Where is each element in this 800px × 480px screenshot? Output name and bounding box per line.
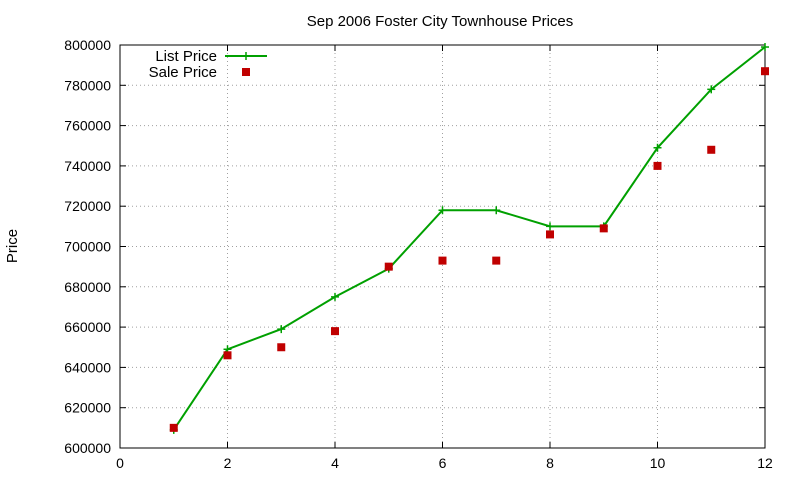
y-axis-label: Price: [4, 229, 21, 263]
list-price-point: [761, 43, 769, 52]
sale-price-point: [438, 256, 447, 265]
list-price-point: [653, 143, 662, 152]
legend-square-marker: [242, 68, 250, 76]
list-price-point: [331, 292, 339, 301]
y-tick-label: 700000: [64, 239, 111, 255]
y-tick-label: 740000: [64, 158, 111, 174]
series-sale-price: [169, 67, 769, 432]
sale-price-point: [707, 145, 716, 154]
sale-price-point: [546, 230, 554, 239]
sale-price-point: [223, 351, 232, 360]
sale-price-point: [384, 262, 393, 271]
list-price-point: [492, 206, 501, 215]
series-list-price: [169, 43, 769, 434]
grid-lines: [120, 45, 765, 448]
y-tick-label: 760000: [64, 118, 111, 134]
y-tick-label: 800000: [64, 37, 111, 53]
sale-price-point: [331, 327, 339, 336]
y-tick-label: 600000: [64, 440, 111, 456]
sale-price-point: [492, 256, 501, 265]
series-layer: [169, 43, 769, 434]
sale-price-point: [761, 67, 769, 76]
x-tick-label: 10: [650, 455, 666, 471]
x-tick-label: 6: [439, 455, 447, 471]
x-tick-label: 12: [757, 455, 773, 471]
y-tick-label: 780000: [64, 77, 111, 93]
list-price-line: [172, 46, 766, 431]
legend-plus-marker: [242, 52, 250, 60]
list-price-point: [277, 325, 286, 334]
y-tick-label: 720000: [64, 198, 111, 214]
chart-title: Sep 2006 Foster City Townhouse Prices: [307, 13, 574, 30]
x-tick-label: 8: [546, 455, 554, 471]
legend-label: List Price: [155, 48, 217, 65]
list-price-point: [546, 222, 554, 231]
sale-price-point: [277, 343, 286, 352]
y-tick-label: 680000: [64, 279, 111, 295]
axis-ticks: 600000 620000 640000 660000 680000 700000 7200…: [64, 37, 773, 471]
sale-price-point: [169, 423, 178, 432]
y-tick-label: 660000: [64, 319, 111, 335]
y-tick-label: 620000: [64, 400, 111, 416]
sale-price-point: [599, 224, 608, 233]
x-tick-label: 0: [116, 455, 124, 471]
list-price-point: [707, 85, 716, 94]
sale-price-point: [653, 161, 662, 170]
y-tick-label: 640000: [64, 359, 111, 375]
list-price-point: [438, 206, 447, 215]
x-tick-label: 2: [224, 455, 232, 471]
legend-label: Sale Price: [149, 64, 217, 81]
x-tick-label: 4: [331, 455, 339, 471]
